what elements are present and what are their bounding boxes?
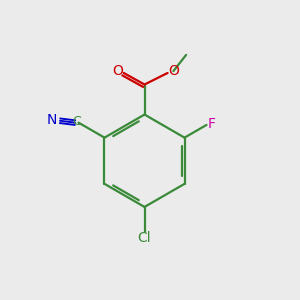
- Text: Cl: Cl: [138, 231, 151, 245]
- Text: C: C: [72, 115, 81, 128]
- Text: O: O: [112, 64, 123, 78]
- Text: F: F: [208, 117, 216, 131]
- Text: O: O: [168, 64, 179, 78]
- Text: N: N: [47, 113, 57, 127]
